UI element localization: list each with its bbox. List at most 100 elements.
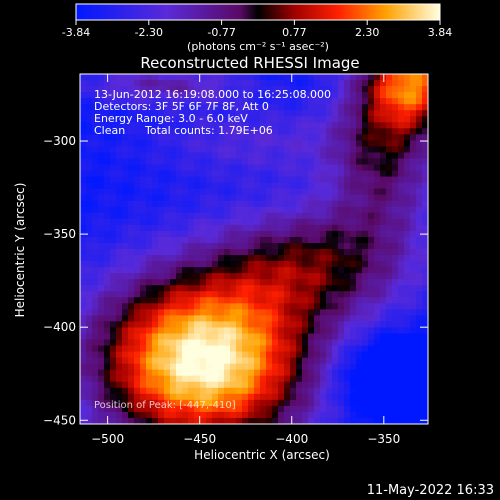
heatmap-cell xyxy=(134,206,141,214)
heatmap-cell xyxy=(350,212,357,220)
heatmap-cell xyxy=(392,369,399,377)
heatmap-cell xyxy=(212,363,219,371)
heatmap-cell xyxy=(248,363,255,371)
heatmap-cell xyxy=(86,273,93,280)
heatmap-cell xyxy=(332,122,339,129)
heatmap-cell xyxy=(176,86,183,93)
heatmap-cell xyxy=(398,86,405,93)
heatmap-cell xyxy=(170,92,177,99)
heatmap-cell xyxy=(374,134,381,141)
heatmap-cell xyxy=(188,212,195,220)
heatmap-cell xyxy=(80,218,87,226)
heatmap-cell xyxy=(194,122,201,129)
heatmap-cell xyxy=(218,188,225,196)
heatmap-cell xyxy=(98,218,105,226)
heatmap-cell xyxy=(344,212,351,220)
heatmap-cell xyxy=(266,249,273,256)
heatmap-cell xyxy=(128,218,135,226)
heatmap-cell xyxy=(326,357,333,365)
heatmap-cell xyxy=(236,255,243,262)
heatmap-cell xyxy=(212,249,219,256)
heatmap-cell xyxy=(116,261,123,268)
heatmap-cell xyxy=(296,369,303,377)
heatmap-cell xyxy=(110,387,117,395)
heatmap-cell xyxy=(338,236,345,244)
heatmap-cell xyxy=(194,249,201,256)
heatmap-cell xyxy=(362,140,369,148)
heatmap-cell xyxy=(278,200,285,208)
heatmap-cell xyxy=(248,86,255,93)
heatmap-cell xyxy=(290,164,297,172)
heatmap-cell xyxy=(320,339,327,347)
heatmap-cell xyxy=(80,309,87,316)
heatmap-cell xyxy=(386,411,393,419)
heatmap-cell xyxy=(254,345,261,353)
heatmap-cell xyxy=(80,146,87,154)
heatmap-cell xyxy=(140,339,147,347)
heatmap-cell xyxy=(122,345,129,353)
heatmap-cell xyxy=(254,255,261,262)
heatmap-cell xyxy=(152,321,159,329)
heatmap-cell xyxy=(194,128,201,135)
heatmap-cell xyxy=(278,146,285,154)
heatmap-cell xyxy=(290,357,297,365)
heatmap-cell xyxy=(80,381,87,389)
heatmap-cell xyxy=(170,140,177,148)
heatmap-cell xyxy=(284,74,291,81)
heatmap-cell xyxy=(392,321,399,329)
heatmap-cell xyxy=(278,345,285,353)
heatmap-cell xyxy=(254,351,261,359)
heatmap-cell xyxy=(314,212,321,220)
heatmap-cell xyxy=(188,369,195,377)
heatmap-cell xyxy=(272,309,279,316)
heatmap-cell xyxy=(152,86,159,93)
heatmap-cell xyxy=(212,140,219,148)
heatmap-cell xyxy=(92,249,99,256)
heatmap-cell xyxy=(326,230,333,238)
heatmap-cell xyxy=(218,104,225,111)
heatmap-cell xyxy=(242,158,249,166)
heatmap-cell xyxy=(350,200,357,208)
heatmap-cell xyxy=(140,158,147,166)
heatmap-cell xyxy=(230,200,237,208)
heatmap-cell xyxy=(86,369,93,377)
heatmap-cell xyxy=(134,417,141,424)
heatmap-cell xyxy=(332,218,339,226)
heatmap-cell xyxy=(392,339,399,347)
heatmap-cell xyxy=(134,261,141,268)
heatmap-cell xyxy=(290,74,297,81)
heatmap-cell xyxy=(200,200,207,208)
heatmap-cell xyxy=(392,170,399,178)
heatmap-cell xyxy=(98,158,105,166)
heatmap-cell xyxy=(350,351,357,359)
heatmap-cell xyxy=(242,236,249,244)
heatmap-cell xyxy=(176,339,183,347)
heatmap-cell xyxy=(362,242,369,250)
heatmap-cell xyxy=(416,393,423,401)
heatmap-cell xyxy=(284,369,291,377)
heatmap-cell xyxy=(392,80,399,87)
heatmap-cell xyxy=(314,309,321,316)
heatmap-cell xyxy=(416,128,423,135)
heatmap-cell xyxy=(398,327,405,335)
heatmap-cell xyxy=(356,176,363,184)
heatmap-cell xyxy=(80,206,87,214)
heatmap-cell xyxy=(350,206,357,214)
heatmap-cell xyxy=(146,369,153,377)
heatmap-cell xyxy=(380,152,387,160)
heatmap-cell xyxy=(260,411,267,419)
heatmap-cell xyxy=(302,104,309,111)
heatmap-cell xyxy=(134,249,141,256)
heatmap-cell xyxy=(404,393,411,401)
heatmap-cell xyxy=(206,224,213,232)
heatmap-cell xyxy=(248,339,255,347)
heatmap-cell xyxy=(392,273,399,280)
heatmap-cell xyxy=(128,134,135,141)
heatmap-cell xyxy=(164,92,171,99)
heatmap-cell xyxy=(146,92,153,99)
heatmap-cell xyxy=(338,182,345,190)
heatmap-cell xyxy=(194,176,201,184)
heatmap-cell xyxy=(332,381,339,389)
heatmap-cell xyxy=(182,224,189,232)
heatmap-cell xyxy=(254,303,261,310)
